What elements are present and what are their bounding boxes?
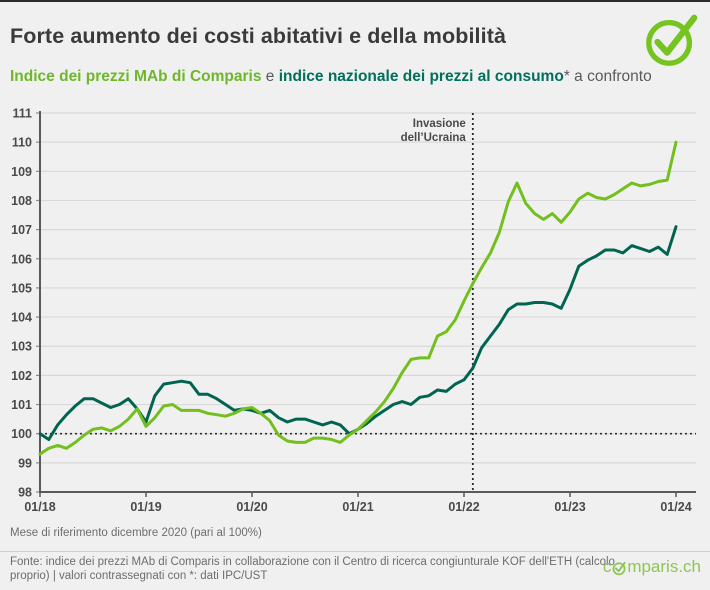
svg-text:102: 102	[11, 369, 32, 383]
line-chart: 98 99 100 101 102 103 104 105 106 107 108 109 110 111…	[11, 107, 696, 514]
svg-text:111: 111	[13, 107, 33, 121]
svg-text:01/22: 01/22	[448, 500, 479, 514]
svg-text:01/20: 01/20	[236, 500, 267, 514]
logo-text-post: mparis.ch	[627, 557, 701, 576]
reference-note: Mese di riferimento dicembre 2020 (pari …	[10, 527, 262, 539]
svg-text:108: 108	[11, 194, 32, 208]
logo-check-icon	[612, 561, 626, 575]
svg-text:01/23: 01/23	[554, 500, 585, 514]
comparis-logo: c mparis.ch	[603, 557, 701, 577]
svg-text:104: 104	[11, 311, 32, 325]
svg-text:99: 99	[18, 456, 32, 470]
svg-text:98: 98	[18, 486, 32, 500]
page-title: Forte aumento dei costi abitativi e dell…	[10, 24, 507, 49]
svg-text:Invasione: Invasione	[413, 118, 466, 130]
svg-text:100: 100	[11, 427, 32, 441]
svg-text:109: 109	[11, 165, 32, 179]
svg-text:106: 106	[11, 252, 32, 266]
top-border	[0, 0, 710, 2]
footer-divider	[0, 551, 710, 552]
svg-text:105: 105	[11, 281, 32, 295]
svg-text:101: 101	[11, 398, 32, 412]
svg-text:103: 103	[11, 340, 32, 354]
source-note: Fonte: indice dei prezzi MAb di Comparis…	[10, 556, 615, 582]
svg-text:01/21: 01/21	[342, 500, 373, 514]
svg-text:01/18: 01/18	[24, 500, 55, 514]
svg-text:107: 107	[11, 223, 32, 237]
legend-mab-label: Indice dei prezzi MAb di Comparis	[10, 67, 262, 85]
svg-text:01/19: 01/19	[130, 500, 161, 514]
svg-text:01/24: 01/24	[660, 500, 691, 514]
comparis-check-icon	[643, 12, 701, 70]
legend-connector: e	[261, 67, 279, 85]
svg-text:110: 110	[12, 136, 32, 150]
legend-tail: * a confronto	[563, 67, 652, 85]
logo-text-pre: c	[602, 557, 612, 576]
chart-legend-text: Indice dei prezzi MAb di Comparis e indi…	[10, 66, 658, 88]
svg-text:dell’Ucraina: dell’Ucraina	[401, 132, 467, 144]
legend-cpi-label: indice nazionale dei prezzi al consumo	[278, 67, 564, 85]
